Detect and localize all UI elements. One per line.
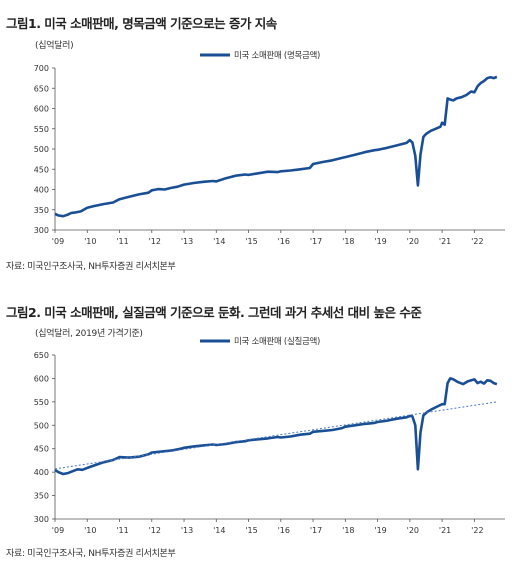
figure1-chart: 300 350 400 450 500 550 600 650 700 '09 '10 '11 '12 '… bbox=[34, 50, 505, 246]
x-tick-label: '15 bbox=[245, 526, 257, 535]
x-tick-label: '15 bbox=[245, 237, 257, 246]
figure2-chart: 300 350 400 450 500 550 600 650 '09 '10 '11 '12 '13 '… bbox=[34, 336, 505, 535]
x-tick-label: '14 bbox=[213, 526, 225, 535]
y-tick-label: 600 bbox=[34, 105, 49, 114]
figure1-title: 그림1. 미국 소매판매, 명목금액 기준으로는 증가 지속 bbox=[6, 16, 277, 31]
x-tick-label: '21 bbox=[439, 526, 451, 535]
y-tick-label: 500 bbox=[34, 421, 49, 430]
figure2-title: 그림2. 미국 소매판매, 실질금액 기준으로 둔화. 그런데 과거 추세선 대… bbox=[6, 305, 422, 320]
x-tick-label: '17 bbox=[310, 526, 322, 535]
y-tick-label: 350 bbox=[34, 492, 49, 501]
legend-label: 미국 소매판매 (명목금액) bbox=[234, 50, 320, 61]
y-tick-label: 300 bbox=[34, 226, 49, 235]
x-tick-label: '10 bbox=[84, 526, 96, 535]
y-tick-label: 550 bbox=[34, 125, 49, 134]
y-tick-label: 450 bbox=[34, 165, 49, 174]
y-tick-label: 700 bbox=[34, 64, 49, 73]
y-tick-label: 650 bbox=[34, 351, 49, 360]
x-tick-label: '13 bbox=[181, 526, 193, 535]
y-tick-label: 400 bbox=[34, 186, 49, 195]
figure2-source: 자료: 미국인구조사국, NH투자증권 리서치본부 bbox=[6, 549, 176, 559]
x-tick-label: '11 bbox=[116, 237, 128, 246]
x-tick-label: '16 bbox=[278, 237, 290, 246]
x-tick-label: '10 bbox=[84, 237, 96, 246]
y-tick-label: 450 bbox=[34, 445, 49, 454]
figure1-source: 자료: 미국인구조사국, NH투자증권 리서치본부 bbox=[6, 262, 176, 272]
x-tick-label: '17 bbox=[310, 237, 322, 246]
x-tick-label: '21 bbox=[439, 237, 451, 246]
series-line-0 bbox=[54, 377, 498, 476]
x-tick-label: '22 bbox=[471, 237, 483, 246]
y-tick-label: 500 bbox=[34, 145, 49, 154]
x-tick-label: '09 bbox=[52, 237, 64, 246]
figure1-unit-label: (십억달러) bbox=[35, 41, 74, 51]
x-tick-label: '18 bbox=[342, 237, 354, 246]
x-tick-label: '19 bbox=[374, 237, 386, 246]
x-tick-label: '09 bbox=[52, 526, 64, 535]
x-tick-label: '14 bbox=[213, 237, 225, 246]
x-tick-label: '20 bbox=[407, 237, 419, 246]
trend-line bbox=[54, 401, 497, 470]
series-line-0 bbox=[54, 75, 498, 218]
y-tick-label: 600 bbox=[34, 374, 49, 383]
x-tick-label: '19 bbox=[374, 526, 386, 535]
x-tick-label: '11 bbox=[116, 526, 128, 535]
x-tick-label: '12 bbox=[149, 526, 161, 535]
y-tick-label: 650 bbox=[34, 84, 49, 93]
figure2-unit-label: (십억달러, 2019년 가격기준) bbox=[35, 329, 143, 339]
x-tick-label: '13 bbox=[181, 237, 193, 246]
y-tick-label: 400 bbox=[34, 468, 49, 477]
legend-label: 미국 소매판매 (실질금액) bbox=[234, 336, 320, 347]
y-tick-label: 350 bbox=[34, 206, 49, 215]
y-tick-label: 550 bbox=[34, 398, 49, 407]
x-tick-label: '20 bbox=[407, 526, 419, 535]
y-tick-label: 300 bbox=[34, 515, 49, 524]
x-tick-label: '22 bbox=[471, 526, 483, 535]
x-tick-label: '12 bbox=[149, 237, 161, 246]
x-tick-label: '16 bbox=[278, 526, 290, 535]
x-tick-label: '18 bbox=[342, 526, 354, 535]
